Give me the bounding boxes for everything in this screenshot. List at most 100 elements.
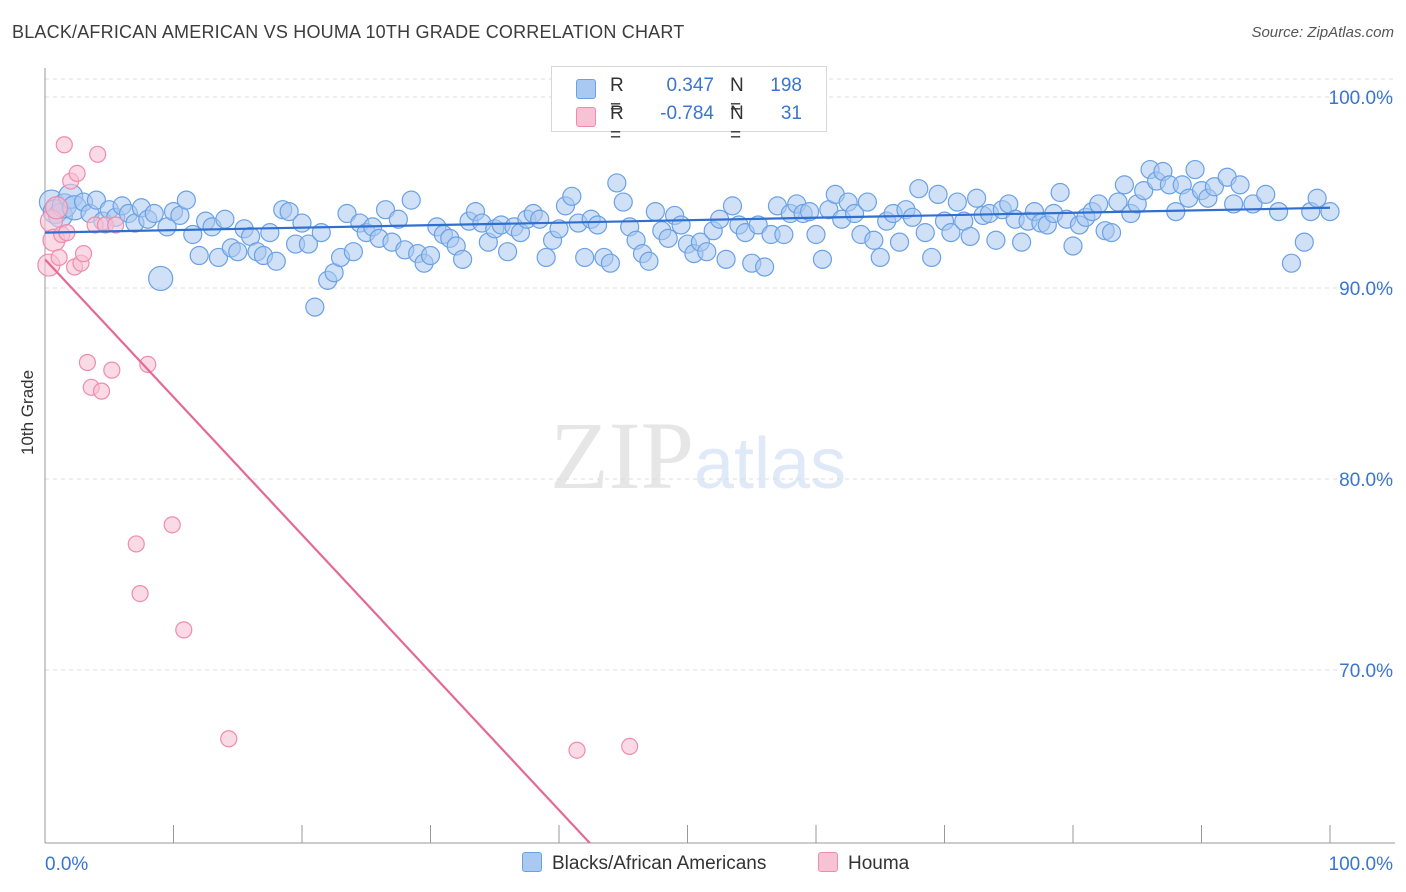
- y-tick-label: 90.0%: [1339, 279, 1393, 300]
- blacks-point: [1050, 182, 1070, 203]
- houma-point: [44, 196, 69, 220]
- houma-point: [175, 621, 193, 639]
- blacks-point: [1281, 253, 1302, 273]
- houma-point: [68, 164, 86, 182]
- blacks-point: [600, 253, 621, 273]
- blacks-point: [748, 215, 768, 235]
- blacks-point: [915, 223, 935, 243]
- y-tick-label: 70.0%: [1339, 661, 1393, 682]
- blacks-point: [1114, 175, 1135, 195]
- blacks-point: [645, 202, 665, 222]
- watermark-atlas: atlas: [694, 424, 847, 504]
- blacks-point: [1320, 202, 1340, 222]
- legend-n-label: N =: [730, 103, 744, 146]
- chart-title: BLACK/AFRICAN AMERICAN VS HOUMA 10TH GRA…: [12, 22, 685, 42]
- bottom-legend-swatch-pink: [818, 852, 838, 872]
- blacks-point: [799, 202, 820, 222]
- blacks-point: [298, 234, 319, 254]
- blacks-point: [375, 200, 396, 220]
- watermark: ZIPatlas: [550, 400, 846, 511]
- houma-point: [55, 136, 73, 154]
- blacks-point: [613, 192, 633, 212]
- chart-source: Source: ZipAtlas.com: [1251, 24, 1394, 41]
- blacks-point: [1204, 177, 1224, 197]
- houma-point: [139, 355, 157, 373]
- bottom-legend-houma: Houma: [818, 852, 909, 875]
- blacks-point: [401, 190, 421, 210]
- blacks-point: [562, 186, 582, 206]
- blacks-point: [144, 203, 164, 224]
- blacks-point: [1185, 159, 1205, 180]
- blacks-point: [575, 247, 595, 268]
- blacks-point: [266, 251, 286, 271]
- houma-point: [74, 245, 93, 263]
- houma-point: [103, 361, 121, 379]
- houma-point: [621, 737, 639, 756]
- blacks-point: [498, 242, 518, 262]
- houma-point: [163, 516, 181, 534]
- blacks-point: [1307, 188, 1327, 208]
- legend-r-label: R =: [610, 75, 624, 118]
- blacks-point: [967, 188, 987, 208]
- blacks-point: [889, 232, 910, 252]
- legend-n-label: N =: [730, 75, 744, 118]
- blacks-point: [607, 173, 627, 193]
- blacks-point: [928, 184, 948, 205]
- blacks-point: [549, 219, 569, 239]
- bottom-legend-swatch-blue: [522, 852, 542, 872]
- blacks-point: [754, 257, 775, 277]
- legend-r-value: -0.784: [660, 103, 714, 124]
- blacks-point: [774, 224, 794, 245]
- blacks-point: [1268, 202, 1289, 222]
- blacks-point: [420, 245, 441, 266]
- blacks-point: [1063, 236, 1083, 256]
- houma-trend-line: [45, 258, 592, 843]
- blacks-point: [1134, 180, 1154, 201]
- blacks-point: [208, 247, 229, 268]
- houma-point: [131, 584, 149, 603]
- bottom-legend-label-blacks: Blacks/African Americans: [552, 853, 767, 874]
- legend-n-value: 198: [770, 75, 802, 96]
- legend-r-label: R =: [610, 103, 624, 146]
- blacks-point: [587, 215, 608, 235]
- houma-point: [78, 353, 97, 372]
- blacks-point: [337, 203, 357, 224]
- blacks-point: [183, 224, 203, 245]
- legend-n-value: 31: [780, 103, 802, 124]
- legend-swatch-pink: [576, 107, 596, 127]
- blacks-point: [922, 247, 942, 268]
- watermark-zip: ZIP: [550, 402, 694, 509]
- blacks-point: [1294, 232, 1314, 252]
- blacks-point: [1011, 232, 1032, 252]
- blacks-point: [453, 249, 473, 269]
- blacks-point: [530, 209, 550, 229]
- blacks-point: [671, 215, 691, 235]
- blacks-point: [909, 179, 929, 199]
- blacks-point: [189, 245, 209, 266]
- blacks-point: [215, 209, 235, 229]
- blacks-point: [148, 265, 174, 292]
- houma-point: [89, 145, 107, 163]
- blacks-point: [388, 209, 408, 229]
- blacks-point: [1256, 184, 1276, 205]
- blacks-point: [176, 190, 196, 210]
- blacks-point: [902, 207, 922, 227]
- houma-point: [92, 382, 111, 400]
- blacks-point: [941, 223, 961, 243]
- blacks-trend-line: [45, 206, 1331, 234]
- y-tick-label: 100.0%: [1329, 88, 1394, 109]
- y-axis-label: 10th Grade: [18, 369, 37, 455]
- blacks-point: [857, 192, 878, 212]
- blacks-point: [1089, 194, 1109, 214]
- x-tick-label: 100.0%: [1329, 854, 1394, 875]
- blacks-point: [947, 192, 967, 212]
- blacks-point: [716, 249, 736, 269]
- blacks-point: [1230, 175, 1250, 195]
- bottom-legend-label-houma: Houma: [848, 853, 910, 874]
- blacks-point: [864, 230, 884, 250]
- blacks-point: [279, 202, 299, 222]
- houma-point: [127, 535, 145, 553]
- x-tick-label: 0.0%: [45, 854, 88, 875]
- blacks-point: [1101, 223, 1122, 243]
